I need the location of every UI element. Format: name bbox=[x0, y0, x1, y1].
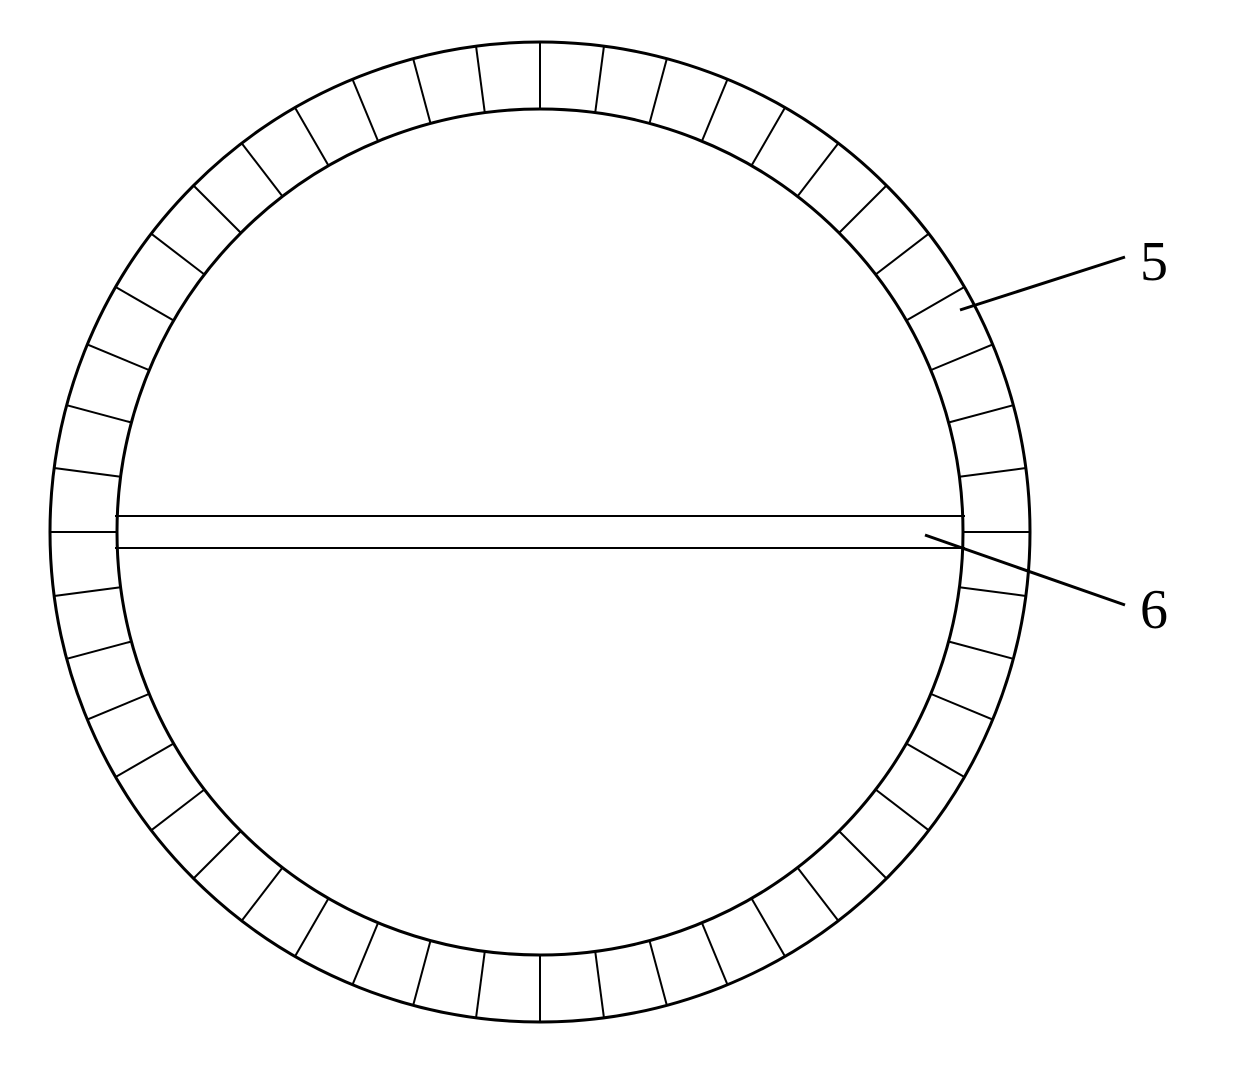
callout-label-5: 5 bbox=[1140, 230, 1168, 294]
diagram-container: 5 6 bbox=[0, 0, 1240, 1065]
callout-label-6: 6 bbox=[1140, 578, 1168, 642]
diagram-svg bbox=[0, 0, 1240, 1065]
